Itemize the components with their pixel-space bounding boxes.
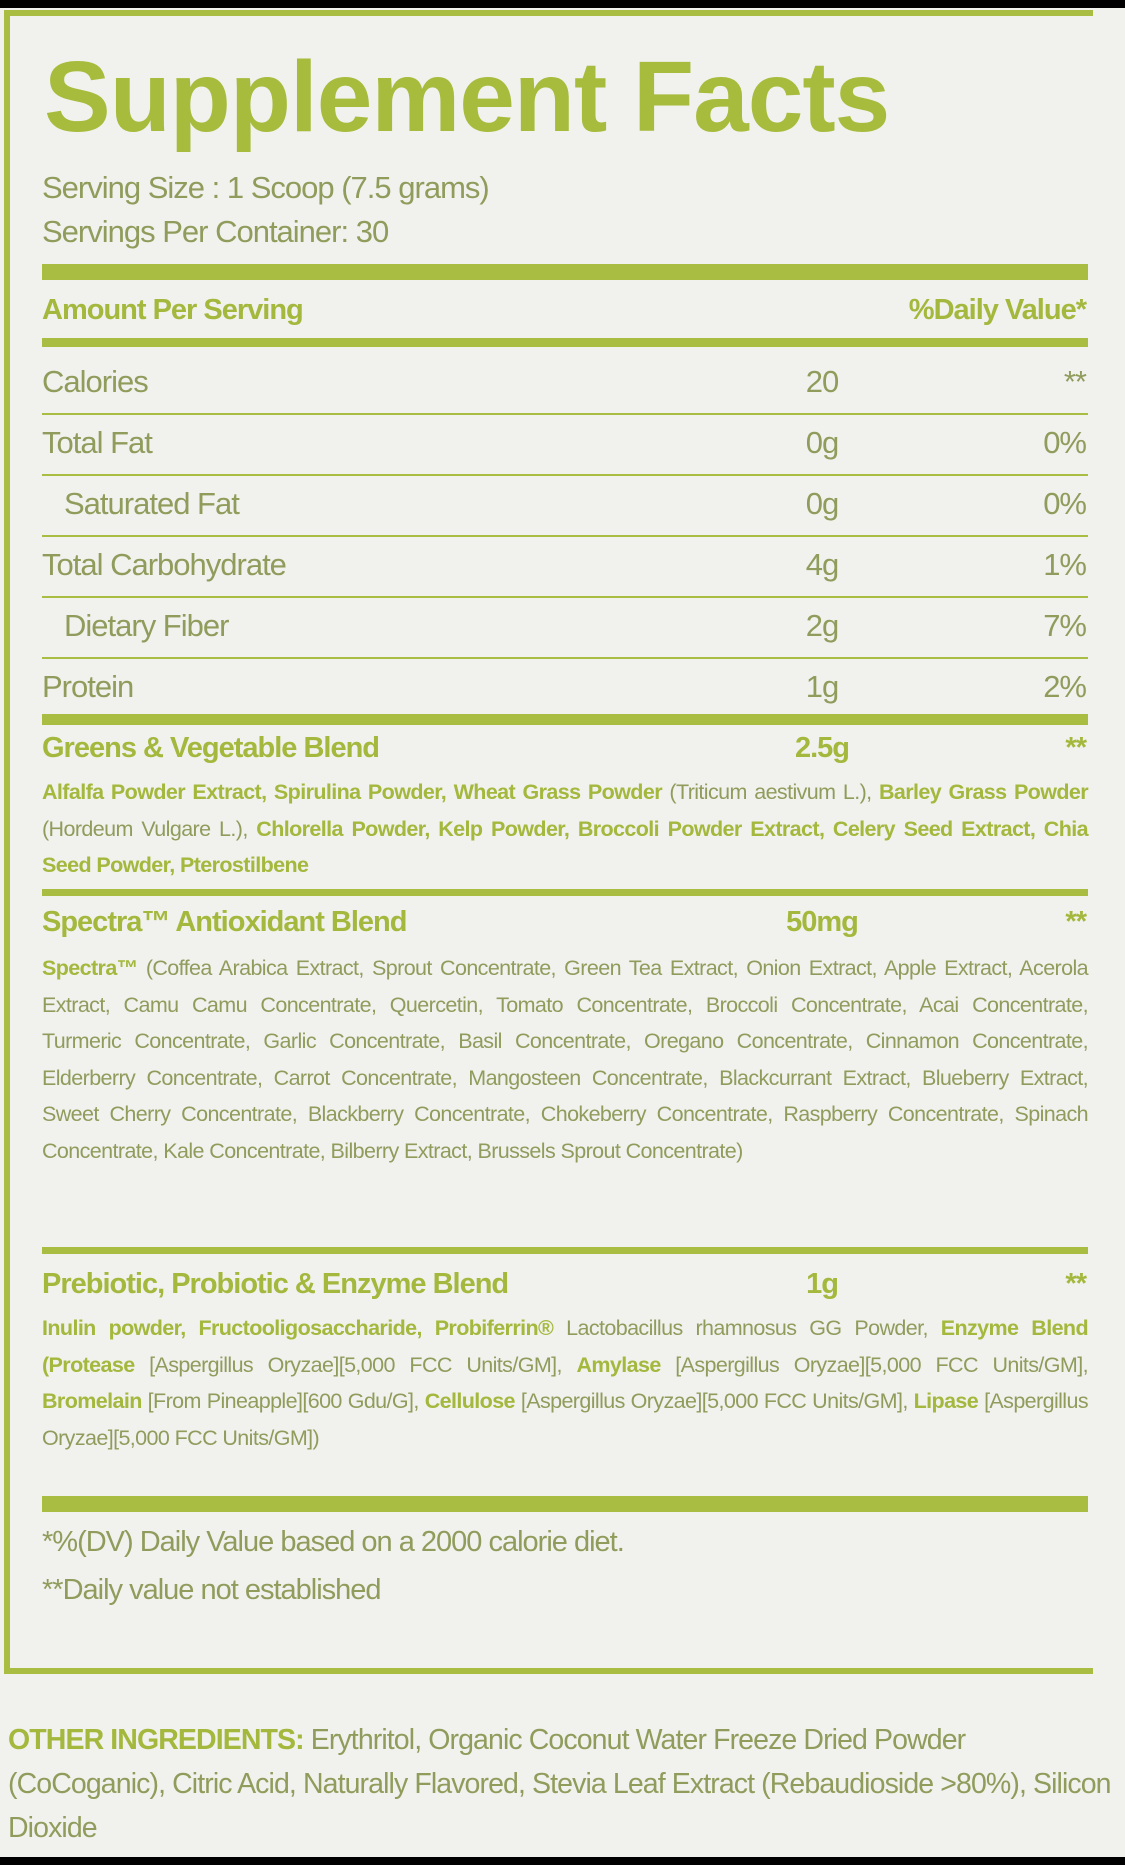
header-row: Amount Per Serving %Daily Value* [42, 294, 1087, 334]
ingredient-bold: Barley Grass Powder [878, 780, 1089, 804]
ingredient-text: [Aspergillus Oryzae][5,000 FCC Units/GM]… [134, 1352, 577, 1377]
row-divider [42, 413, 1088, 415]
nutrient-label: Total Fat [42, 425, 153, 460]
ingredient-bold: Inulin powder, Fructooligosaccharide, Pr… [42, 1316, 554, 1340]
serving-size: Serving Size : 1 Scoop (7.5 grams) [42, 170, 490, 205]
row-divider [42, 596, 1088, 598]
nutrient-row: Total Fat 0g 0% [42, 425, 1087, 465]
ingredient-bold: Lipase [913, 1389, 979, 1413]
blend-name: Spectra™ Antioxidant Blend [42, 906, 407, 938]
ingredient-bold: Cellulose [424, 1389, 516, 1413]
panel-title: Supplement Facts [44, 41, 890, 153]
nutrient-amount: 0g [805, 486, 839, 521]
blend-row-greens: Greens & Vegetable Blend 2.5g ** [42, 732, 1087, 772]
ingredient-bold: Bromelain [42, 1389, 142, 1413]
nutrient-row: Calories 20 ** [42, 364, 1087, 404]
nutrient-amount: 20 [805, 364, 839, 399]
ingredient-text: [Aspergillus Oryzae][5,000 FCC Units/GM]… [42, 1389, 1089, 1450]
ingredient-text: [From Pineapple][600 Gdu/G], [141, 1389, 425, 1413]
blend-name: Greens & Vegetable Blend [42, 732, 380, 764]
ingredient-text: (Coffea Arabica Extract, Sprout Concentr… [42, 956, 1089, 1163]
other-ingredients: OTHER INGREDIENTS: Erythritol, Organic C… [8, 1718, 1120, 1850]
footnote-daily-value: *%(DV) Daily Value based on a 2000 calor… [42, 1526, 625, 1558]
ingredient-bold: Spectra™ [42, 956, 138, 980]
nutrient-dv: 1% [1043, 547, 1087, 582]
blend-row-spectra: Spectra™ Antioxidant Blend 50mg ** [42, 906, 1087, 946]
nutrient-dv: 2% [1043, 669, 1087, 704]
nutrient-dv: 0% [1043, 486, 1087, 521]
nutrient-row: Saturated Fat 0g 0% [42, 486, 1087, 526]
nutrient-label: Dietary Fiber [64, 608, 229, 643]
nutrient-label: Total Carbohydrate [42, 547, 287, 582]
ingredient-bold: Enzyme Blend (Protease [42, 1316, 1089, 1377]
divider [42, 889, 1088, 896]
other-ingredients-label: OTHER INGREDIENTS: [8, 1724, 305, 1756]
bottom-black-band [0, 1857, 1125, 1865]
supplement-facts-panel [4, 10, 1093, 1674]
blend-ingredients-prebiotic: Inulin powder, Fructooligosaccharide, Pr… [42, 1310, 1089, 1456]
row-divider [42, 535, 1088, 537]
blend-name: Prebiotic, Probiotic & Enzyme Blend [42, 1268, 509, 1300]
divider [42, 338, 1088, 347]
nutrient-row: Dietary Fiber 2g 7% [42, 608, 1087, 648]
nutrient-amount: 0g [805, 425, 839, 460]
blend-dv: ** [1065, 732, 1087, 764]
nutrient-label: Protein [42, 669, 134, 704]
ingredient-bold: Amylase [576, 1352, 661, 1377]
blend-ingredients-spectra: Spectra™ (Coffea Arabica Extract, Sprout… [42, 950, 1089, 1169]
nutrient-label: Calories [42, 364, 149, 399]
divider [42, 1247, 1088, 1254]
ingredient-bold: Alfalfa Powder Extract, Spirulina Powder… [42, 780, 663, 804]
blend-amount: 50mg [786, 906, 859, 938]
nutrient-dv: 7% [1043, 608, 1087, 643]
ingredient-text: [Aspergillus Oryzae][5,000 FCC Units/GM]… [514, 1389, 914, 1413]
blend-row-prebiotic: Prebiotic, Probiotic & Enzyme Blend 1g *… [42, 1268, 1087, 1308]
nutrient-amount: 1g [805, 669, 839, 704]
daily-value-label: %Daily Value* [908, 294, 1087, 326]
ingredient-text: (Triticum aestivum L.), [661, 780, 879, 804]
other-ingredients-text: Erythritol, Organic Coconut Water Freeze… [8, 1724, 1112, 1844]
nutrient-dv: ** [1063, 364, 1087, 399]
nutrient-amount: 4g [805, 547, 839, 582]
nutrient-dv: 0% [1043, 425, 1087, 460]
blend-amount: 2.5g [794, 732, 850, 764]
thick-divider [42, 714, 1088, 725]
blend-ingredients-greens: Alfalfa Powder Extract, Spirulina Powder… [42, 774, 1089, 884]
ingredient-text: (Hordeum Vulgare L.), [42, 816, 257, 841]
nutrient-row: Total Carbohydrate 4g 1% [42, 547, 1087, 587]
amount-per-serving-label: Amount Per Serving [42, 294, 304, 326]
thick-divider [42, 1496, 1088, 1512]
ingredient-text: [Aspergillus Oryzae][5,000 FCC Units/GM]… [660, 1352, 1088, 1377]
top-black-band [0, 0, 1125, 8]
nutrient-amount: 2g [805, 608, 839, 643]
row-divider [42, 474, 1088, 476]
nutrient-label: Saturated Fat [64, 486, 240, 521]
row-divider [42, 657, 1088, 659]
thick-divider [42, 264, 1088, 280]
servings-per-container: Servings Per Container: 30 [42, 214, 389, 249]
blend-amount: 1g [806, 1268, 839, 1300]
blend-dv: ** [1065, 906, 1087, 938]
nutrient-row: Protein 1g 2% [42, 669, 1087, 709]
blend-dv: ** [1065, 1268, 1087, 1300]
footnote-not-established: **Daily value not established [42, 1574, 382, 1606]
ingredient-text: Lactobacillus rhamnosus GG Powder, [553, 1316, 941, 1340]
ingredient-bold: Chlorella Powder, Kelp Powder, Broccoli … [42, 816, 1089, 878]
